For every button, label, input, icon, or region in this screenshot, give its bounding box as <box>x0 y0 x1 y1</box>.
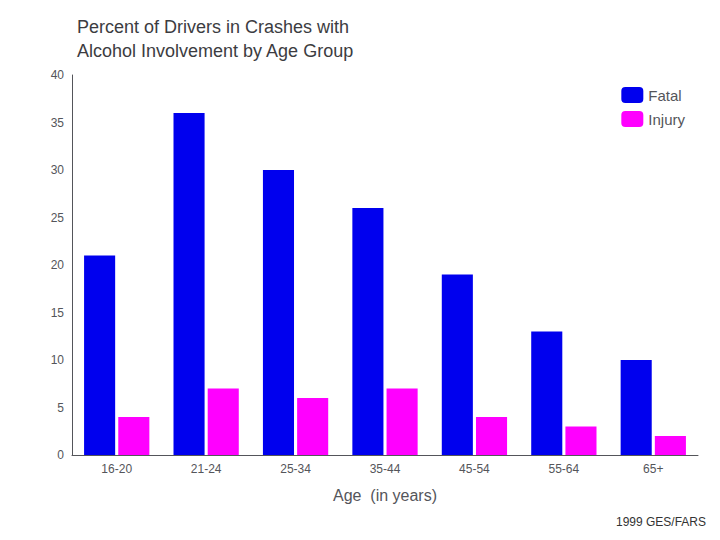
svg-text:15: 15 <box>51 306 65 320</box>
svg-text:Percent of Drivers in Crashes: Percent of Drivers in Crashes with <box>77 17 349 37</box>
svg-text:30: 30 <box>51 163 65 177</box>
svg-text:25-34: 25-34 <box>280 462 311 476</box>
svg-text:Age (in years): Age (in years) <box>333 487 437 504</box>
svg-text:35-44: 35-44 <box>370 462 401 476</box>
svg-text:25: 25 <box>51 211 65 225</box>
svg-text:40: 40 <box>51 68 65 82</box>
svg-text:10: 10 <box>51 353 65 367</box>
svg-text:16-20: 16-20 <box>101 462 132 476</box>
svg-text:45-54: 45-54 <box>459 462 490 476</box>
svg-text:21-24: 21-24 <box>191 462 222 476</box>
svg-text:20: 20 <box>51 258 65 272</box>
svg-text:1999 GES/FARS: 1999 GES/FARS <box>616 515 706 529</box>
svg-text:0: 0 <box>57 448 64 462</box>
svg-text:55-64: 55-64 <box>549 462 580 476</box>
svg-text:65+: 65+ <box>643 462 663 476</box>
svg-text:Injury: Injury <box>648 111 685 128</box>
svg-text:5: 5 <box>57 401 64 415</box>
svg-text:35: 35 <box>51 116 65 130</box>
svg-text:Fatal: Fatal <box>648 87 681 104</box>
svg-text:Alcohol Involvement by Age Gro: Alcohol Involvement by Age Group <box>77 41 353 61</box>
